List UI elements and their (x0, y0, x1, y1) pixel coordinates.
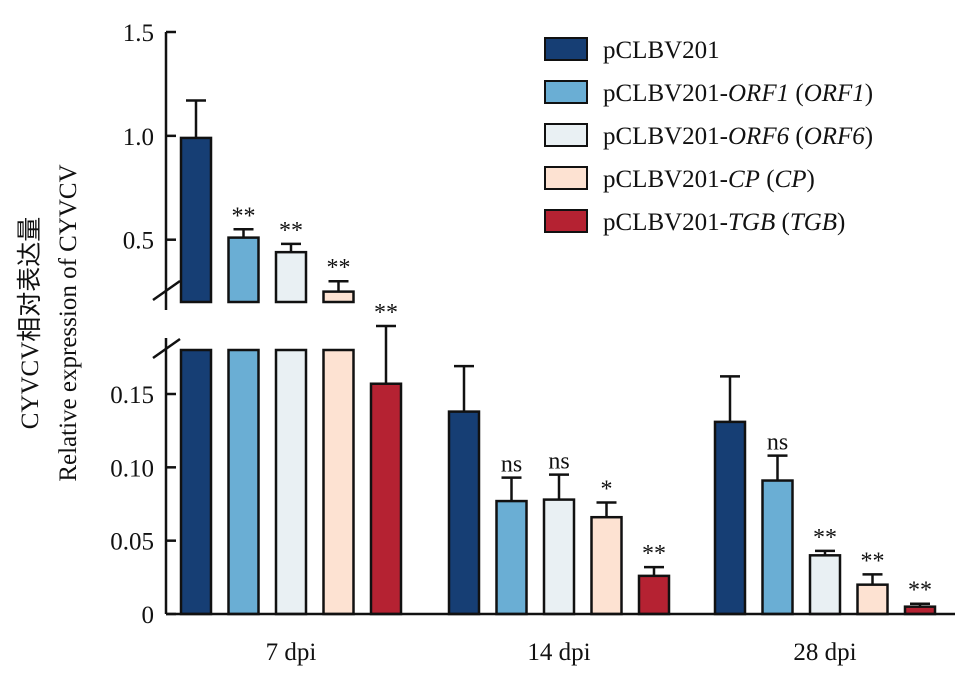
significance-label: ns (501, 452, 522, 478)
y-tick-label: 0.05 (110, 529, 154, 556)
bar-lower-segment (322, 348, 355, 616)
bar (761, 479, 794, 616)
axis-break-mark-upper (152, 279, 181, 302)
legend-swatch (544, 80, 588, 104)
bar-lower-segment (179, 348, 213, 616)
axis-break-mark-lower (152, 337, 181, 360)
bar-upper-segment (179, 136, 213, 304)
y-axis-title-group: CYVCV相对表达量 Relative expression of CYVCV (16, 164, 82, 481)
significance-label: ns (548, 449, 569, 475)
legend-label: pCLBV201 (603, 37, 720, 64)
significance-label: ** (327, 255, 351, 281)
y-axis-title-en: Relative expression of CYVCV (55, 164, 82, 481)
bar (590, 515, 623, 616)
bar-upper-segment (227, 236, 260, 304)
legend-swatch (544, 123, 588, 147)
y-tick-label: 0.5 (123, 228, 154, 255)
x-category-label: 28 dpi (793, 639, 856, 666)
legend-label: pCLBV201-CP (CP) (603, 166, 815, 193)
bar (808, 554, 842, 616)
bar (495, 499, 528, 616)
bar (369, 382, 403, 616)
x-category-label: 7 dpi (266, 639, 317, 666)
legend-swatch (544, 37, 588, 61)
bar-lower-segment (227, 348, 260, 616)
significance-label: ** (642, 541, 666, 567)
significance-label: * (601, 477, 613, 503)
significance-label: ** (861, 548, 885, 574)
bar (542, 498, 576, 616)
legend-label: pCLBV201-ORF6 (ORF6) (603, 123, 873, 150)
bar-lower-segment (274, 348, 308, 616)
significance-label: ** (908, 578, 932, 604)
bar (713, 420, 747, 616)
significance-label: ** (374, 300, 398, 326)
y-tick-label: 0.10 (110, 455, 154, 482)
significance-label: ns (767, 430, 788, 456)
bar (637, 574, 671, 616)
significance-label: ** (279, 218, 303, 244)
y-axis-title-cn: CYVCV相对表达量 (16, 217, 44, 430)
legend-label: pCLBV201-TGB (TGB) (603, 209, 845, 236)
bar-upper-segment (274, 250, 308, 304)
y-tick-label: 1.5 (123, 20, 154, 47)
legend-label: pCLBV201-ORF1 (ORF1) (603, 80, 873, 107)
y-tick-label: 0 (142, 602, 155, 629)
bar (856, 583, 889, 616)
y-tick-label: 0.15 (110, 382, 154, 409)
bar-upper-segment (322, 290, 355, 304)
significance-label: ** (813, 525, 837, 551)
significance-label: ** (232, 203, 256, 229)
y-tick-label: 1.0 (123, 124, 154, 151)
legend-swatch (544, 209, 588, 233)
legend-swatch (544, 166, 588, 190)
x-category-label: 14 dpi (527, 639, 590, 666)
bar (447, 410, 481, 616)
